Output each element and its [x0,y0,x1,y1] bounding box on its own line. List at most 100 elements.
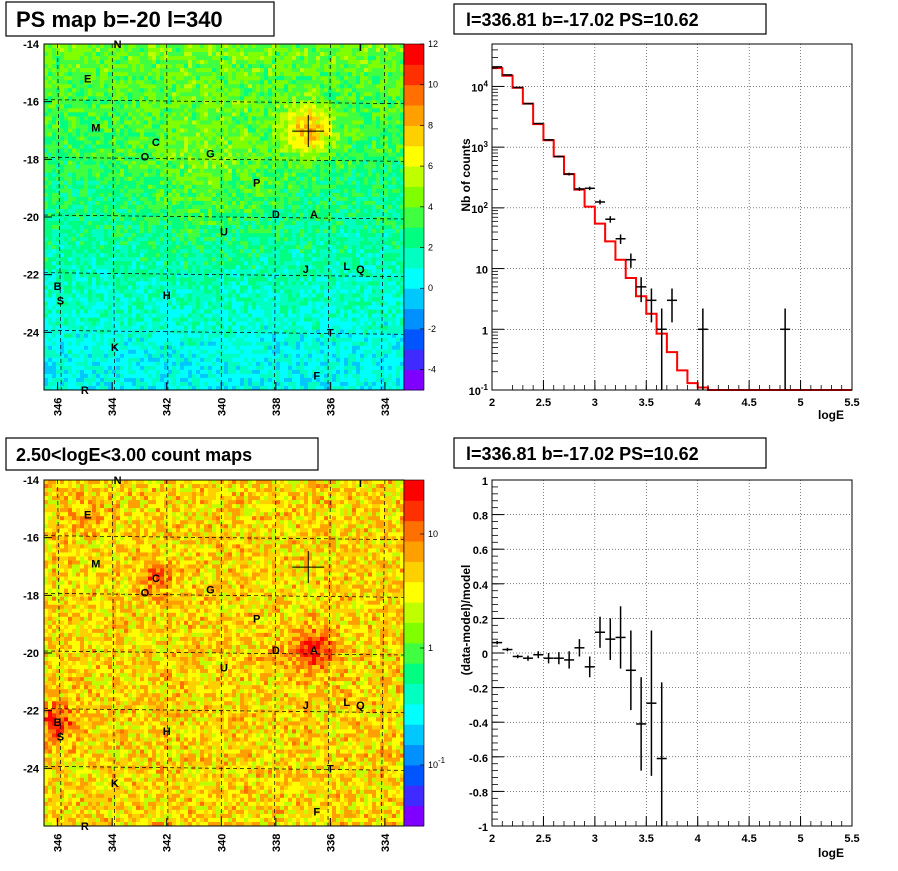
heatmap-cell [264,56,269,61]
heatmap-cell [136,104,141,109]
heatmap-cell [364,172,369,178]
heatmap-cell [292,140,297,145]
heatmap-cell [360,176,365,182]
heatmap-cell [384,140,389,145]
heatmap-cell [124,116,129,121]
heatmap-cell [276,188,281,194]
heatmap-cell [132,221,137,226]
heatmap-cell [360,172,365,178]
heatmap-cell [336,172,341,178]
heatmap-cell [324,88,329,93]
heatmap-cell [212,44,217,49]
heatmap-cell [372,60,377,65]
heatmap-cell [212,261,217,266]
heatmap-cell [388,60,393,65]
heatmap-cell [328,60,333,65]
heatmap-cell [180,156,185,162]
heatmap-cell [72,92,77,97]
heatmap-cell [372,156,377,162]
heatmap-cell [104,225,109,230]
heatmap-cell [240,245,245,250]
heatmap-cell [256,212,261,218]
heatmap-cell [196,132,201,137]
heatmap-cell [368,196,373,202]
heatmap-cell [144,261,149,266]
heatmap-cell [244,56,249,61]
heatmap-cell [388,204,393,210]
heatmap-cell [324,120,329,125]
heatmap-cell [296,261,301,266]
heatmap-cell [128,60,133,65]
heatmap-cell [176,241,181,246]
heatmap-cell [372,172,377,178]
heatmap-cell [260,144,265,149]
heatmap-cell [352,160,357,166]
heatmap-cell [284,80,289,85]
heatmap-cell [96,116,101,121]
heatmap-cell [152,208,157,214]
heatmap-cell [280,192,285,198]
heatmap-cell [132,56,137,61]
heatmap-cell [172,140,177,145]
heatmap-cell [384,100,389,105]
heatmap-cell [64,72,69,77]
heatmap-cell [208,265,213,270]
heatmap-cell [128,212,133,218]
heatmap-cell [212,88,217,93]
heatmap-cell [388,140,393,145]
heatmap-cell [380,116,385,121]
heatmap-cell [180,148,185,154]
heatmap-cell [316,84,321,89]
heatmap-cell [248,88,253,93]
heatmap-cell [296,116,301,121]
heatmap-cell [188,72,193,77]
heatmap-cell [144,172,149,178]
heatmap-cell [348,84,353,89]
heatmap-cell [400,96,405,101]
heatmap-cell [252,245,257,250]
heatmap-cell [232,241,237,246]
heatmap-cell [324,172,329,178]
heatmap-cell [312,164,317,170]
heatmap-cell [384,116,389,121]
heatmap-cell [120,261,125,266]
heatmap-cell [124,76,129,81]
heatmap-cell [64,56,69,61]
heatmap-cell [316,44,321,49]
heatmap-cell [264,80,269,85]
heatmap-cell [148,100,153,105]
heatmap-cell [224,140,229,145]
heatmap-cell [84,100,89,105]
heatmap-cell [84,108,89,113]
heatmap-cell [316,176,321,182]
heatmap-cell [56,164,61,170]
heatmap-cell [396,204,401,210]
heatmap-cell [212,241,217,246]
heatmap-cell [284,225,289,230]
heatmap-cell [388,184,393,190]
heatmap-cell [156,112,161,117]
heatmap-cell [108,253,113,258]
heatmap-cell [332,128,337,133]
heatmap-cell [192,44,197,49]
heatmap-cell [264,84,269,89]
heatmap-cell [276,176,281,182]
heatmap-cell [212,104,217,109]
heatmap-cell [196,208,201,214]
heatmap-cell [356,152,361,158]
heatmap-cell [192,237,197,242]
heatmap-cell [296,80,301,85]
heatmap-cell [240,104,245,109]
heatmap-cell [92,64,97,69]
heatmap-cell [360,92,365,97]
heatmap-cell [256,156,261,162]
heatmap-cell [400,180,405,186]
heatmap-cell [200,44,205,49]
heatmap-cell [360,44,365,49]
heatmap-cell [268,188,273,194]
heatmap-cell [300,72,305,77]
heatmap-cell [120,72,125,77]
heatmap-cell [308,52,313,57]
heatmap-cell [132,204,137,210]
heatmap-cell [284,208,289,214]
